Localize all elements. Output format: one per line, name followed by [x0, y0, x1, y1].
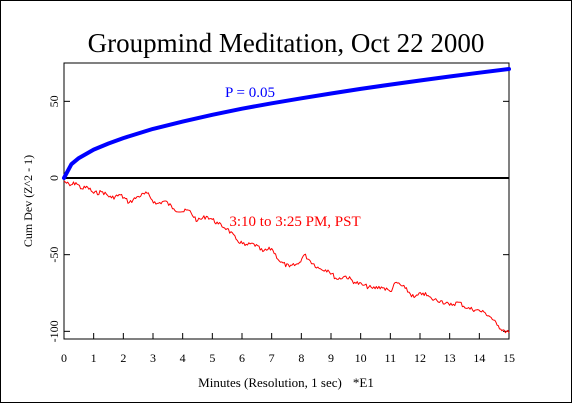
plot-area: [63, 62, 510, 340]
x-tick-label: 15: [503, 351, 515, 365]
x-tick-label: 1: [91, 351, 97, 365]
x-tick-label: 0: [61, 351, 67, 365]
y-axis-label: Cum Dev (Z^2 - 1): [21, 155, 35, 247]
x-axis-label-main: Minutes (Resolution, 1 sec): [198, 375, 342, 390]
series-envelope-line: [62, 67, 511, 180]
x-tick-label: 11: [385, 351, 397, 365]
y-tick-label: 50: [47, 95, 61, 107]
x-tick-label: 14: [473, 351, 485, 365]
x-tick-label: 3: [150, 351, 156, 365]
x-tick-label: 5: [209, 351, 215, 365]
y-tick-label: -50: [47, 247, 61, 263]
y-tick-label: 0: [47, 175, 61, 181]
x-axis-label-suffix: *E1: [353, 375, 374, 390]
y-tick-label: -100: [47, 320, 61, 342]
x-tick-label: 13: [444, 351, 456, 365]
x-tick-label: 6: [239, 351, 245, 365]
x-tick-label: 10: [355, 351, 367, 365]
envelope-annotation: P = 0.05: [225, 85, 275, 101]
series-cumdev-line: [63, 180, 510, 334]
x-tick-label: 2: [120, 351, 126, 365]
x-tick-label: 7: [269, 351, 275, 365]
x-tick-label: 8: [298, 351, 304, 365]
x-axis-label: Minutes (Resolution, 1 sec) *E1: [198, 375, 374, 390]
x-tick-label: 12: [414, 351, 426, 365]
cumdev-annotation: 3:10 to 3:25 PM, PST: [229, 214, 360, 230]
x-tick-label: 4: [180, 351, 186, 365]
chart-title: Groupmind Meditation, Oct 22 2000: [88, 28, 485, 58]
x-axis: 0 1 2 3 4 5 6 7 8 9 10 11 12 13 14 15: [61, 333, 515, 365]
y-axis: -100 -50 0 50: [47, 95, 509, 342]
x-tick-label: 9: [328, 351, 334, 365]
